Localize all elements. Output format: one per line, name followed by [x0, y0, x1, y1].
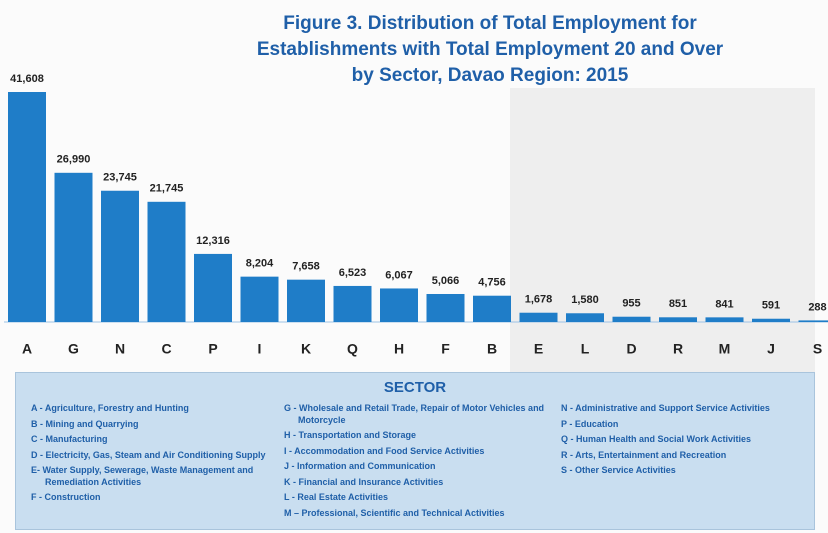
x-tick-label: Q — [347, 341, 358, 357]
legend-entry: E- Water Supply, Sewerage, Waste Managem… — [31, 465, 254, 487]
value-label: 288 — [808, 301, 826, 313]
legend-entry: J - Information and Communication — [284, 461, 436, 471]
value-label: 1,580 — [571, 294, 599, 306]
x-tick-label: K — [301, 341, 311, 357]
bar — [287, 279, 325, 322]
value-label: 21,745 — [150, 183, 184, 195]
legend-entry: L - Real Estate Activities — [284, 492, 389, 502]
value-label: 4,756 — [478, 277, 506, 289]
x-tick-label: B — [487, 341, 497, 357]
legend-entry: N - Administrative and Support Service A… — [561, 403, 770, 413]
value-label: 5,066 — [432, 275, 460, 287]
legend-entry: H - Transportation and Storage — [284, 430, 417, 440]
value-label: 12,316 — [196, 235, 230, 247]
map-background — [510, 88, 815, 372]
legend-entry: I - Accommodation and Food Service Activ… — [284, 445, 485, 456]
x-tick-label: R — [673, 341, 683, 357]
legend-entry: C - Manufacturing — [31, 434, 108, 444]
x-tick-label: C — [161, 341, 171, 357]
value-label: 23,745 — [103, 172, 137, 184]
x-tick-label: L — [581, 341, 590, 357]
bar — [426, 293, 465, 322]
legend-entry: A - Agriculture, Forestry and Hunting — [31, 403, 189, 413]
legend-entry: G - Wholesale and Retail Trade, Repair o… — [284, 403, 545, 425]
value-label: 841 — [715, 298, 733, 310]
legend-entry: Q - Human Health and Social Work Activit… — [561, 434, 752, 444]
x-tick-label: J — [767, 341, 775, 357]
legend-entry: M – Professional, Scientific and Technic… — [284, 507, 505, 518]
chart: Figure 3. Distribution of Total Employme… — [4, 13, 828, 372]
chart-title: by Sector, Davao Region: 2015 — [352, 65, 629, 86]
bar — [566, 313, 604, 322]
legend-entry: S - Other Service Activities — [561, 465, 676, 475]
legend-entry: B - Mining and Quarrying — [31, 418, 139, 429]
x-tick-label: F — [441, 341, 450, 357]
x-tick-label: H — [394, 341, 404, 357]
legend-entry: P - Education — [561, 418, 619, 429]
value-label: 6,523 — [339, 267, 367, 279]
bar — [798, 320, 828, 322]
bar — [752, 318, 790, 322]
x-tick-label: D — [626, 341, 636, 357]
value-label: 591 — [762, 300, 780, 312]
x-tick-label: P — [208, 341, 217, 357]
x-tick-label: M — [719, 341, 731, 357]
chart-title: Figure 3. Distribution of Total Employme… — [283, 13, 697, 34]
x-tick-label: G — [68, 341, 79, 357]
legend-entry: K - Financial and Insurance Activities — [284, 476, 444, 487]
legend-entry: D - Electricity, Gas, Steam and Air Cond… — [31, 449, 266, 460]
value-label: 41,608 — [10, 73, 44, 85]
legend-title: SECTOR — [383, 379, 447, 396]
x-tick-label: S — [813, 341, 822, 357]
value-label: 8,204 — [246, 258, 274, 270]
legend-entry: F - Construction — [31, 492, 101, 502]
bar — [194, 253, 232, 322]
legend: SECTOR A - Agriculture, Forestry and Hun… — [15, 372, 815, 530]
x-tick-label: I — [258, 341, 262, 357]
x-tick-label: E — [534, 341, 543, 357]
x-tick-label: A — [22, 341, 32, 357]
bar — [54, 172, 93, 322]
value-label: 7,658 — [292, 261, 320, 273]
legend-entry: R - Arts, Entertainment and Recreation — [561, 449, 727, 460]
chart-title: Establishments with Total Employment 20 … — [257, 39, 724, 60]
bar — [612, 316, 651, 322]
legend-column: G - Wholesale and Retail Trade, Repair o… — [284, 403, 549, 523]
value-label: 955 — [622, 298, 640, 310]
bar — [705, 317, 744, 322]
x-tick-label: N — [115, 341, 125, 357]
bar — [147, 201, 186, 322]
bar — [240, 276, 279, 322]
value-label: 851 — [669, 298, 687, 310]
bar — [519, 312, 558, 322]
bar — [8, 92, 46, 322]
bar — [380, 288, 418, 322]
value-label: 1,678 — [525, 294, 553, 306]
value-label: 26,990 — [57, 154, 91, 166]
bar — [101, 190, 139, 322]
legend-column: A - Agriculture, Forestry and Hunting B -… — [31, 403, 276, 508]
bar — [473, 295, 511, 322]
legend-column: N - Administrative and Support Service A… — [561, 403, 801, 481]
bar — [333, 285, 372, 322]
bar — [659, 317, 697, 322]
value-label: 6,067 — [385, 269, 413, 281]
